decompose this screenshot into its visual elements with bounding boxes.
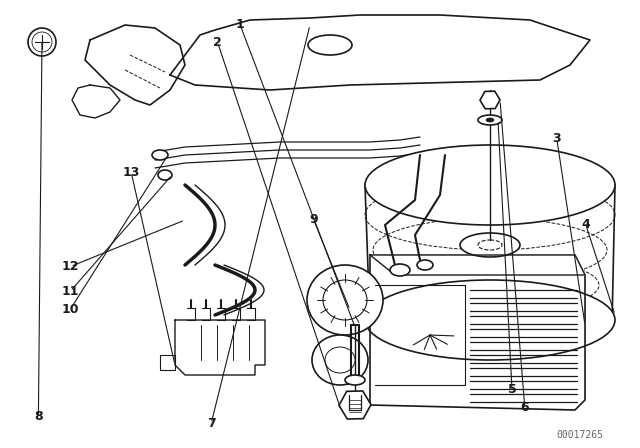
Text: 5: 5 xyxy=(508,383,516,396)
Polygon shape xyxy=(175,320,265,375)
Text: 12: 12 xyxy=(61,260,79,273)
Ellipse shape xyxy=(365,280,615,360)
Text: 7: 7 xyxy=(207,417,216,430)
Ellipse shape xyxy=(390,264,410,276)
Text: 3: 3 xyxy=(552,132,561,146)
Text: 1: 1 xyxy=(236,18,244,31)
Ellipse shape xyxy=(486,118,494,122)
Ellipse shape xyxy=(478,240,502,250)
Ellipse shape xyxy=(365,145,615,225)
Text: 9: 9 xyxy=(309,213,318,226)
Ellipse shape xyxy=(308,35,352,55)
Ellipse shape xyxy=(307,265,383,335)
Polygon shape xyxy=(160,355,175,370)
Polygon shape xyxy=(370,255,585,410)
Ellipse shape xyxy=(323,280,367,320)
Ellipse shape xyxy=(28,28,56,56)
Ellipse shape xyxy=(312,335,368,385)
Ellipse shape xyxy=(460,233,520,257)
Ellipse shape xyxy=(417,260,433,270)
Polygon shape xyxy=(170,15,590,90)
Ellipse shape xyxy=(158,170,172,180)
Polygon shape xyxy=(370,255,585,275)
Text: 11: 11 xyxy=(61,284,79,298)
Polygon shape xyxy=(85,25,185,105)
Ellipse shape xyxy=(152,150,168,160)
Text: 13: 13 xyxy=(122,166,140,179)
Text: 00017265: 00017265 xyxy=(557,430,604,440)
Ellipse shape xyxy=(345,375,365,385)
Ellipse shape xyxy=(325,347,355,373)
Text: 10: 10 xyxy=(61,302,79,316)
Text: 2: 2 xyxy=(213,36,222,49)
Text: 6: 6 xyxy=(520,401,529,414)
Ellipse shape xyxy=(478,115,502,125)
Text: 4: 4 xyxy=(581,217,590,231)
Text: 8: 8 xyxy=(34,410,43,423)
